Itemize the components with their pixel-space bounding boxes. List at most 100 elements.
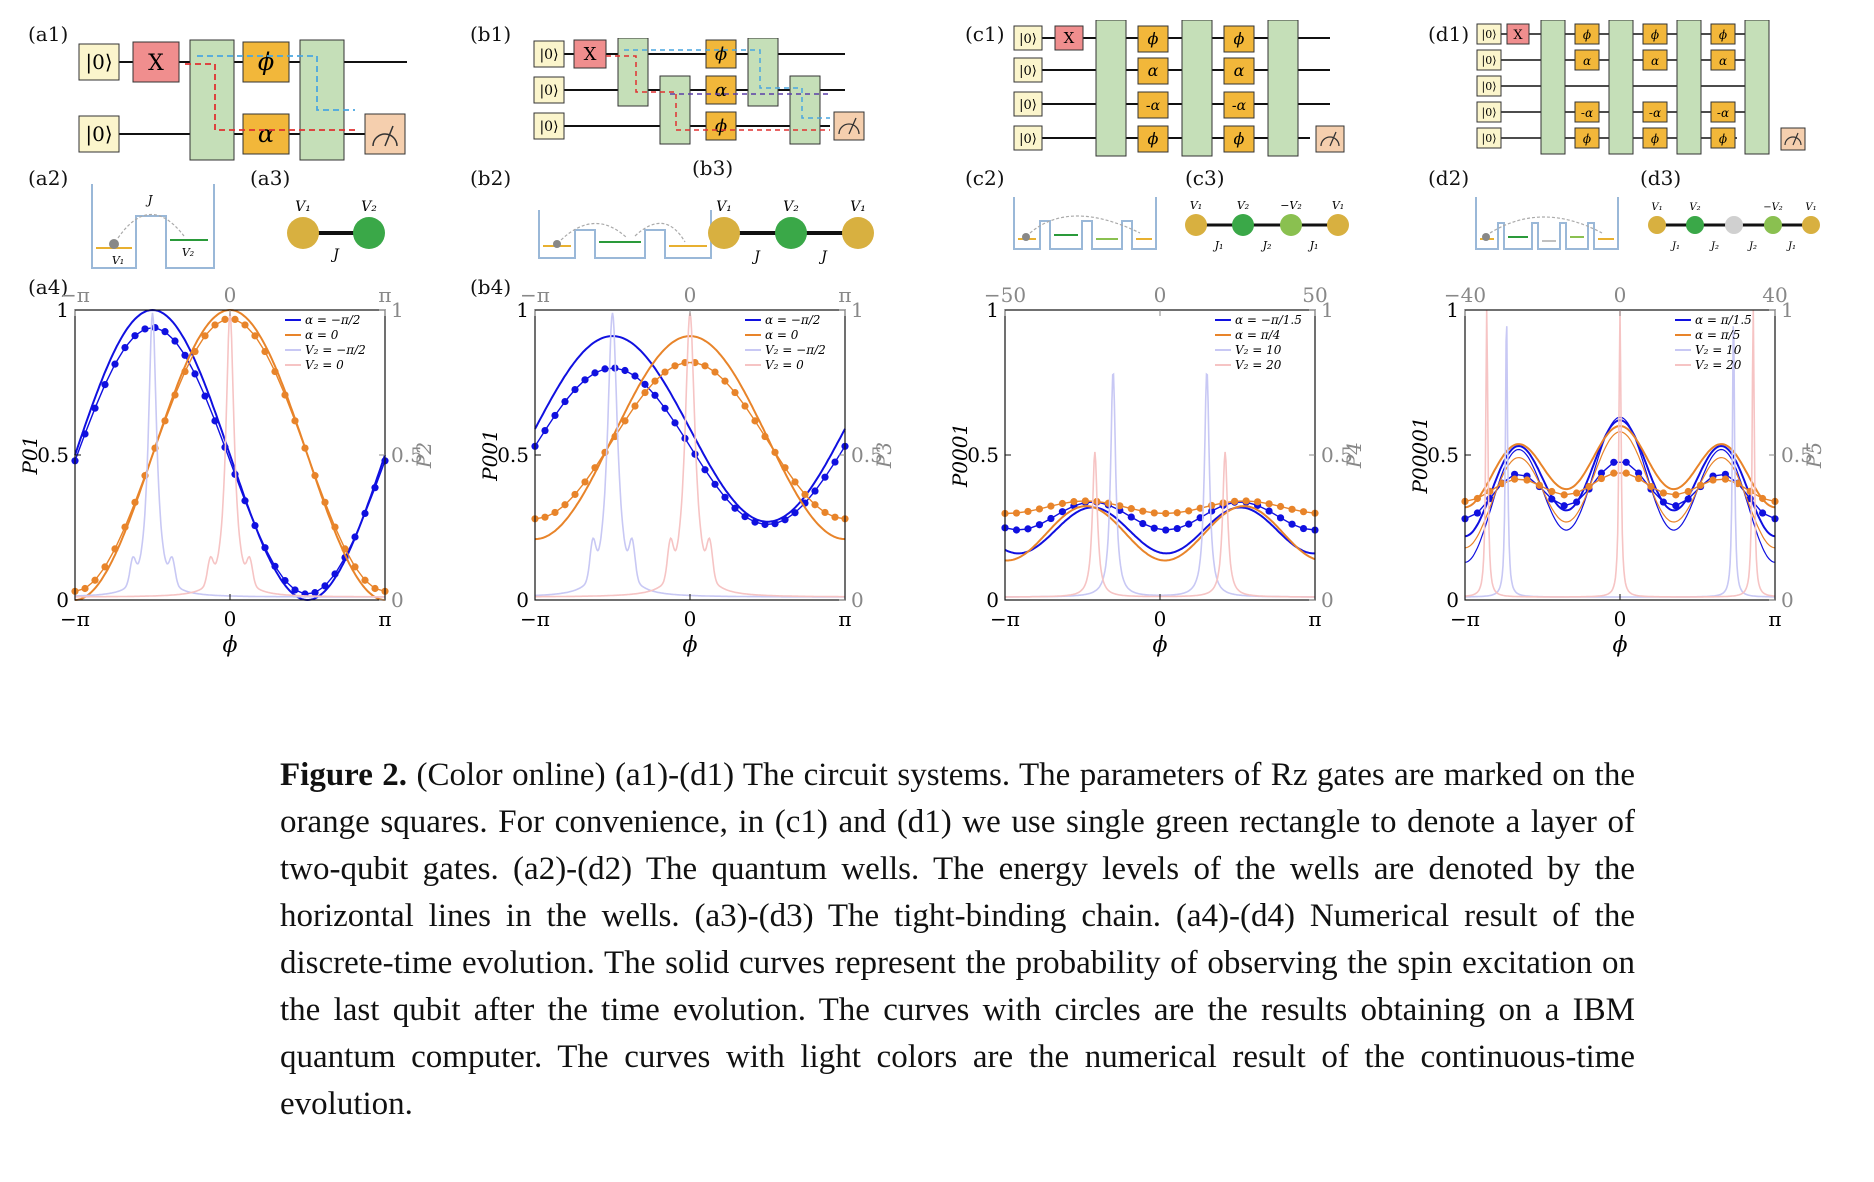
data-point: [281, 391, 289, 399]
two-qubit-gate: [747, 38, 779, 107]
data-point: [331, 570, 339, 578]
top-tick-label: −π: [60, 283, 90, 307]
y-tick-label: 0.5: [967, 443, 999, 467]
data-point: [1585, 482, 1593, 491]
well-j-label: J: [145, 193, 154, 207]
data-point: [231, 315, 239, 323]
data-point: [171, 391, 179, 399]
data-point: [1560, 502, 1568, 510]
rz-column: ϕ α -α ϕ: [1710, 23, 1736, 149]
meter-icon: [838, 117, 860, 135]
top-tick-label: 0: [224, 283, 237, 307]
data-point: [1610, 469, 1618, 477]
series-line: [1004, 501, 1316, 531]
data-point: [1672, 502, 1680, 510]
y-tick-label-right: 1: [391, 298, 404, 322]
data-point: [211, 321, 219, 329]
data-point: [1684, 487, 1692, 496]
series-line: [1464, 431, 1776, 549]
legend-label: α = π/5: [1695, 328, 1740, 342]
x-axis-label: ϕ: [1153, 633, 1168, 658]
data-point: [281, 576, 289, 585]
svg-text:J₂: J₂: [1747, 241, 1757, 252]
meter-icon: [1784, 132, 1802, 146]
data-point: [1498, 480, 1506, 488]
data-point: [211, 417, 219, 425]
data-point: [111, 360, 119, 368]
data-point: [1473, 509, 1481, 517]
meter-icon: [1320, 131, 1340, 147]
data-point: [1185, 520, 1193, 528]
data-point: [1573, 489, 1581, 497]
well-b2: [538, 210, 712, 259]
data-point: [1535, 481, 1543, 489]
legend-label: α = 0: [765, 328, 799, 342]
svg-text:J₂: J₂: [1261, 239, 1272, 252]
data-point: [191, 370, 199, 378]
data-point: [821, 473, 829, 481]
data-point: [1523, 476, 1531, 484]
legend-label: V₂ = 10: [1695, 343, 1742, 357]
label-b4: (b4): [470, 275, 512, 299]
top-tick-label: −40: [1444, 283, 1486, 307]
ket-box: [533, 76, 565, 104]
svg-text:|0⟩: |0⟩: [1019, 32, 1037, 47]
legend-label: α = −π/2: [305, 313, 360, 327]
two-qubit-layer: [1608, 20, 1634, 155]
label-b1: (b1): [470, 22, 512, 46]
ket-label: |0⟩: [539, 119, 558, 135]
data-point: [621, 366, 629, 375]
data-point: [301, 444, 309, 452]
data-point: [1047, 514, 1055, 523]
legend-label: V₂ = −π/2: [305, 343, 366, 357]
legend-label: V₂ = 20: [1235, 358, 1282, 372]
y-tick-label: 0.5: [37, 443, 69, 467]
data-point: [1173, 509, 1181, 517]
circuit-d1: |0⟩ |0⟩ |0⟩ |0⟩ |0⟩ X ϕ α -α ϕ ϕ α -α ϕ …: [1476, 20, 1806, 155]
top-tick-label: −π: [520, 283, 550, 307]
series-line: [534, 335, 846, 523]
series-line: [1004, 500, 1316, 515]
data-point: [1672, 491, 1680, 499]
series-line: [1005, 372, 1315, 598]
svg-text:ϕ: ϕ: [1148, 29, 1159, 48]
rz-column: ϕ α -α ϕ: [1137, 25, 1169, 153]
svg-text:J₁: J₁: [1786, 241, 1796, 252]
data-point: [651, 391, 659, 399]
data-point: [1548, 487, 1556, 496]
data-point: [1573, 498, 1581, 506]
svg-text:J₁: J₁: [1670, 241, 1680, 252]
data-point: [1473, 494, 1481, 503]
data-point: [831, 458, 839, 466]
legend-label: α = 0: [305, 328, 339, 342]
data-point: [1635, 469, 1643, 477]
series-line: [1464, 461, 1776, 520]
svg-text:J₁: J₁: [1308, 239, 1319, 252]
svg-text:V₁: V₁: [716, 199, 732, 215]
label-b2: (b2): [470, 166, 512, 190]
y-tick-label: 1: [986, 298, 999, 322]
label-d1: (d1): [1428, 22, 1470, 46]
data-point: [1012, 526, 1021, 534]
data-point: [671, 362, 679, 370]
svg-text:ϕ: ϕ: [1719, 132, 1727, 146]
data-point: [181, 367, 189, 376]
y-tick-label: 1: [516, 298, 529, 322]
data-point: [1622, 458, 1630, 466]
series-line: [1004, 505, 1316, 562]
ket-box: [533, 112, 565, 140]
data-point: [601, 365, 609, 373]
svg-text:|0⟩: |0⟩: [1019, 132, 1037, 147]
data-point: [1035, 505, 1044, 513]
data-point: [571, 385, 579, 394]
well-a2: J V₁ V₂: [91, 184, 215, 269]
data-point: [1511, 475, 1519, 483]
data-point: [1070, 498, 1078, 506]
y-axis-label-right: P3: [872, 442, 896, 469]
svg-text:ϕ: ϕ: [1583, 132, 1591, 146]
data-point: [321, 582, 329, 590]
top-tick-label: 50: [1302, 283, 1327, 307]
label-a2: (a2): [28, 166, 69, 190]
well-d2: [1475, 197, 1619, 250]
